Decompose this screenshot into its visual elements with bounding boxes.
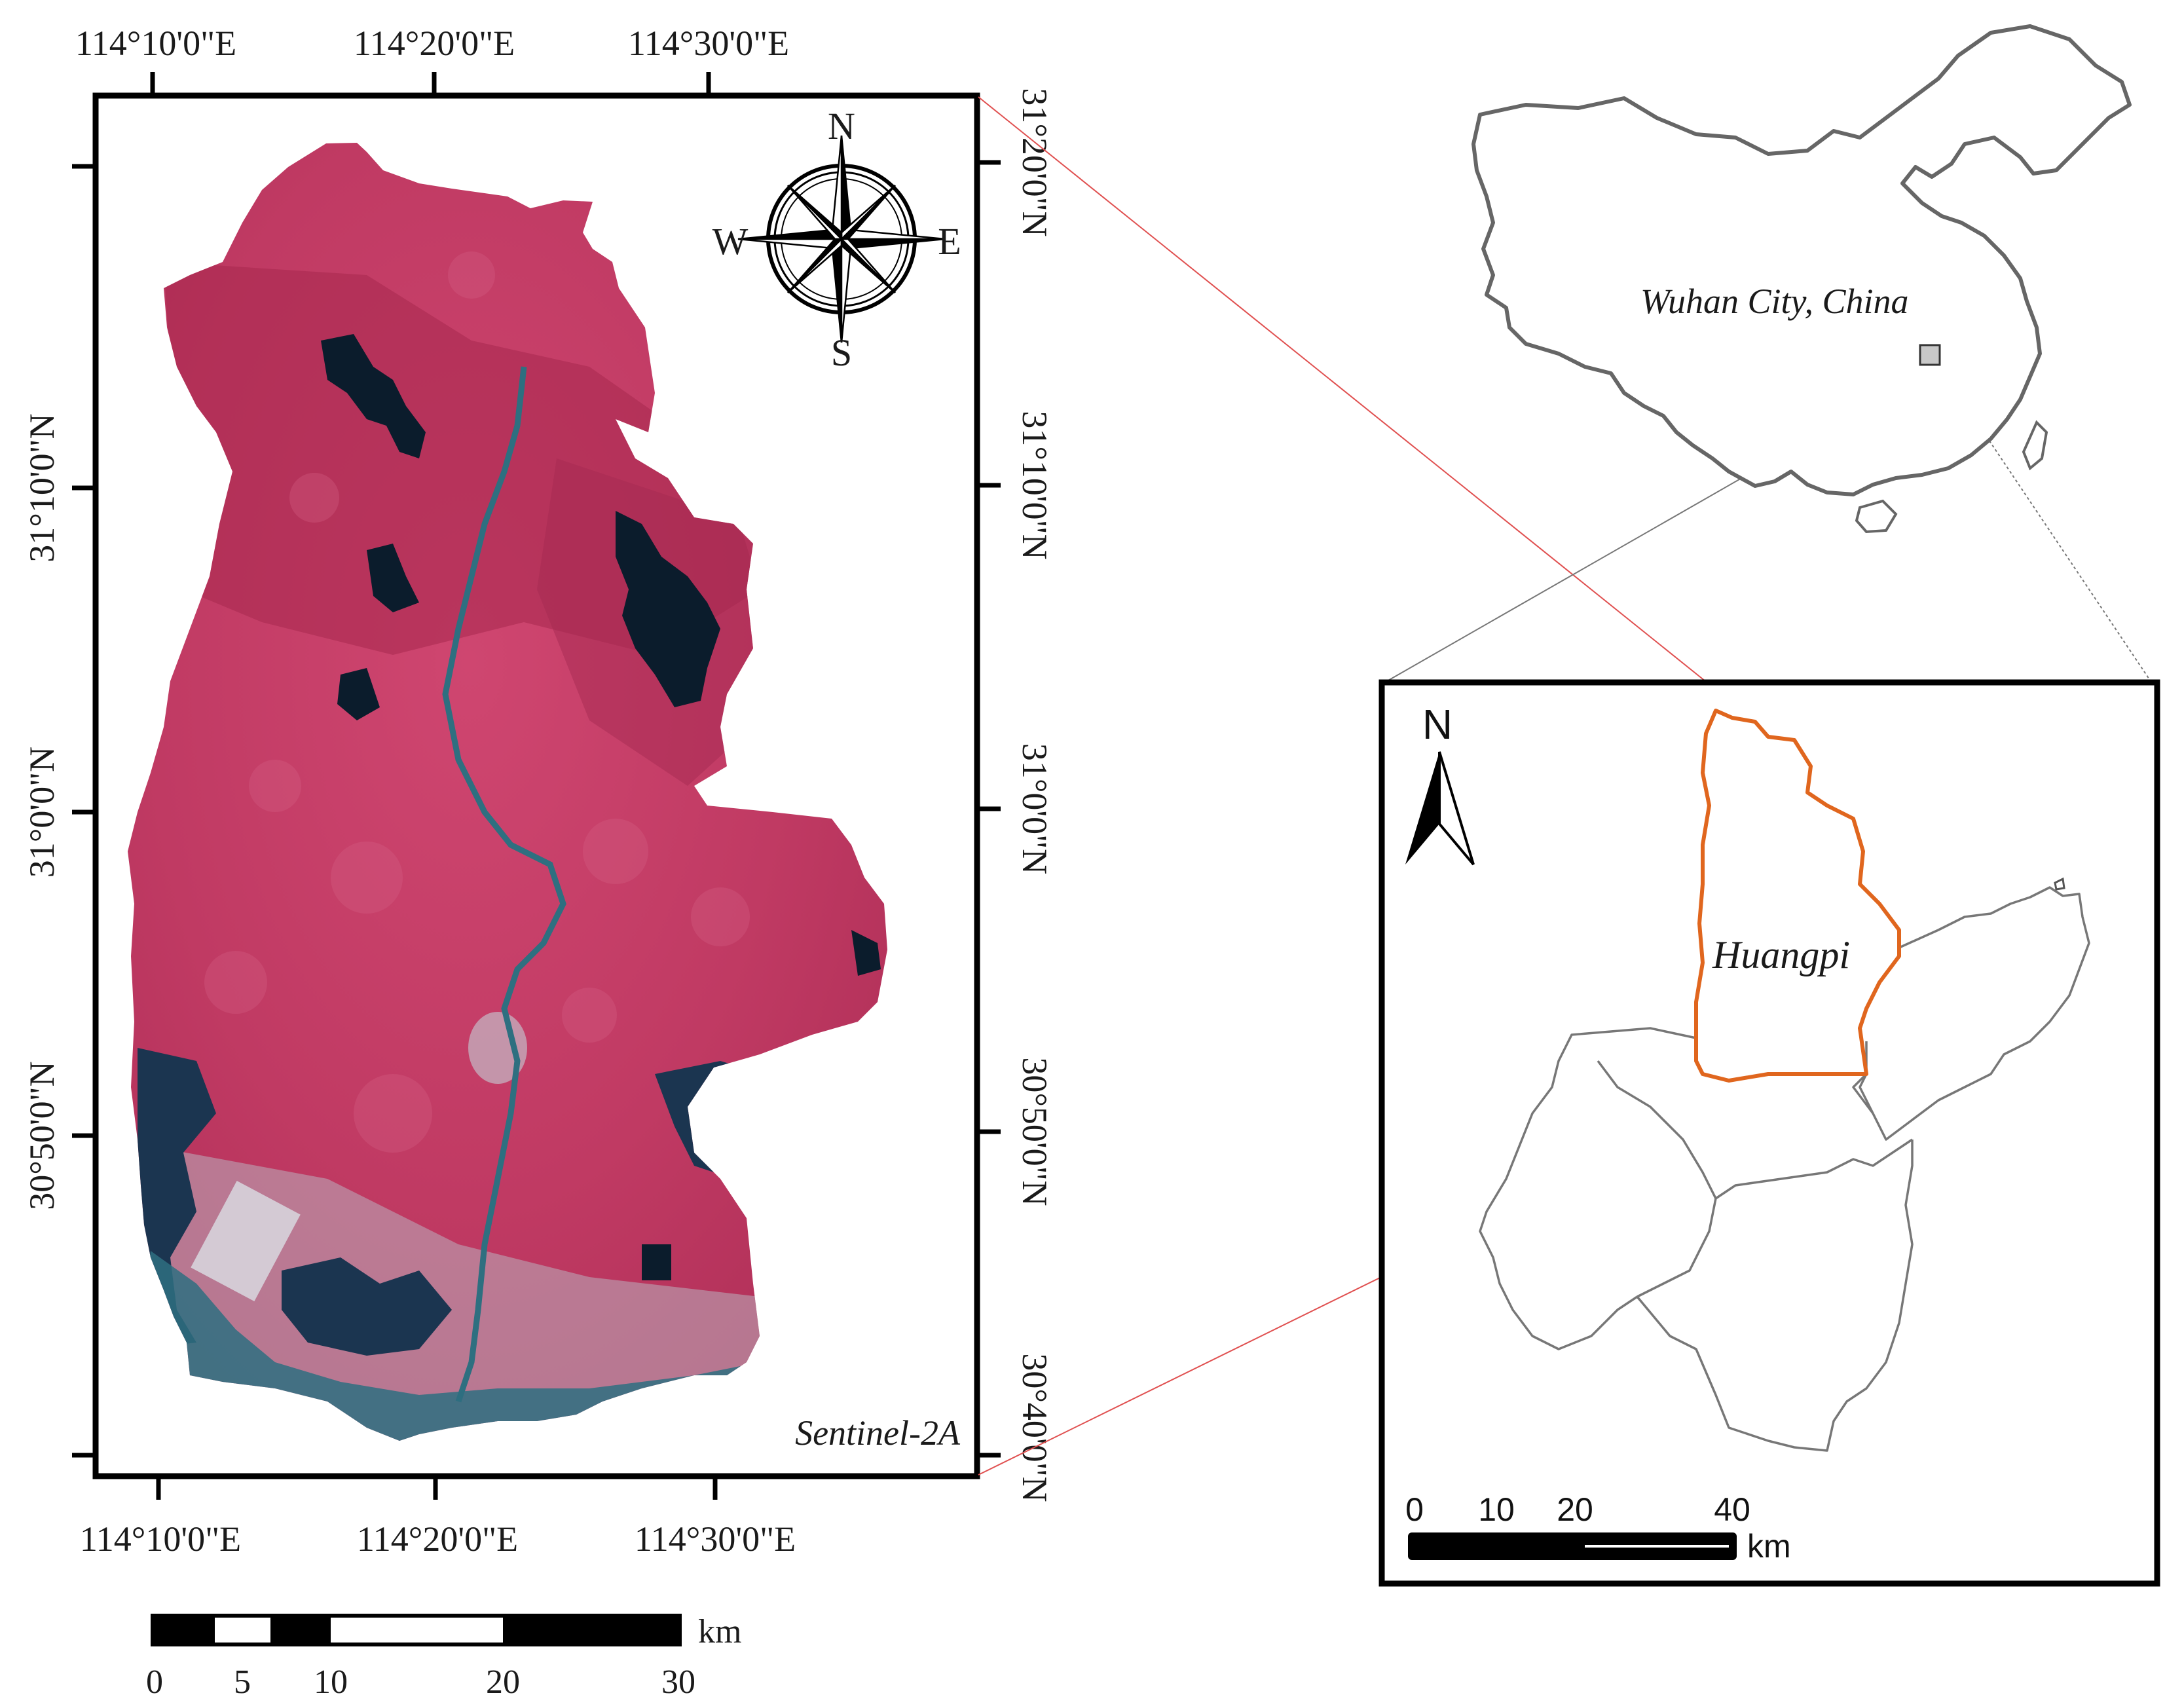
- compass-w-label: W: [712, 220, 749, 263]
- lat-label-right-2: 31°10'0"N: [1015, 411, 1054, 559]
- reservoir-east: [616, 511, 720, 707]
- compass-n-label: N: [828, 105, 855, 147]
- lat-label-left-3: 30°50'0"N: [22, 1061, 62, 1210]
- china-map: Wuhan City, China: [1471, 24, 2132, 534]
- north-arrow-icon: [1405, 751, 1475, 866]
- lat-label-left-2: 31°0'0"N: [22, 747, 62, 878]
- main-map: 114°10'0"E 114°20'0"E 114°30'0"E 114°10'…: [22, 24, 1054, 1559]
- district-center-south: [1637, 1198, 1717, 1298]
- scale-tick-20: 20: [486, 1663, 520, 1701]
- lat-label-right-1: 31°20'0"N: [1015, 88, 1054, 236]
- lon-label-top-2: 114°20'0"E: [354, 24, 515, 63]
- inset-north-label: N: [1422, 701, 1453, 748]
- inset-map-frame: [1379, 679, 2160, 1587]
- reservoir-small: [337, 668, 380, 720]
- scale-tick-30: 30: [661, 1663, 695, 1701]
- lat-label-right-5: 30°40'0"N: [1015, 1353, 1054, 1502]
- main-scale-bar: 0 5 10 20 30 km: [146, 1613, 741, 1701]
- compass-e-label: E: [938, 220, 961, 263]
- inset-scale-tick-10: 10: [1478, 1491, 1515, 1528]
- wuhan-districts: [1479, 886, 2090, 1452]
- scale-unit: km: [698, 1613, 741, 1650]
- lon-label-bottom-2: 114°20'0"E: [357, 1519, 518, 1559]
- china-outline: [1471, 24, 2132, 496]
- graticule-ticks: [72, 72, 1001, 1500]
- pond-southeast: [642, 1244, 671, 1280]
- lon-label-top-3: 114°30'0"E: [628, 24, 789, 63]
- scale-tick-10: 10: [314, 1663, 348, 1701]
- district-center-west: [1597, 1060, 1913, 1200]
- scale-tick-5: 5: [234, 1663, 251, 1701]
- eastern-islet: [2054, 877, 2065, 891]
- compass-rose-icon: [737, 135, 946, 343]
- lat-label-right-3: 31°0'0"N: [1015, 743, 1054, 874]
- connector-red-top: [978, 96, 1743, 711]
- china-location-label: Wuhan City, China: [1640, 282, 1909, 321]
- lon-label-top-1: 114°10'0"E: [75, 24, 236, 63]
- river: [442, 366, 566, 1403]
- inset-scale-bar: 0 10 20 40 km: [1405, 1491, 1791, 1565]
- airport: [191, 1180, 301, 1302]
- inset-map: N Huangpi 0 10 20 40 km: [1379, 679, 2160, 1587]
- wuhan-location-marker: [1919, 344, 1941, 366]
- huangpi-outline: [1694, 709, 1901, 1083]
- lake-south-center: [282, 1257, 452, 1356]
- taiwan-island: [2022, 420, 2048, 471]
- lon-label-bottom-3: 114°30'0"E: [635, 1519, 796, 1559]
- lat-label-left-1: 31°10'0"N: [22, 413, 62, 562]
- reservoir-southeast: [851, 930, 881, 976]
- lat-label-right-4: 30°50'0"N: [1015, 1057, 1054, 1206]
- scale-tick-0: 0: [146, 1663, 163, 1701]
- reservoir-north: [321, 334, 426, 458]
- district-south: [1636, 1140, 1914, 1452]
- district-center-east: [1852, 1041, 1874, 1115]
- inset-scale-tick-0: 0: [1405, 1491, 1424, 1528]
- compass-s-label: S: [831, 331, 852, 374]
- inset-scale-tick-40: 40: [1714, 1491, 1750, 1528]
- sensor-label: Sentinel-2A: [795, 1413, 961, 1453]
- huangpi-label: Huangpi: [1712, 933, 1850, 976]
- district-east: [1859, 886, 2090, 1141]
- reservoir-middle: [367, 544, 419, 612]
- inset-scale-unit: km: [1747, 1528, 1791, 1565]
- lon-label-bottom-1: 114°10'0"E: [80, 1519, 241, 1559]
- inset-scale-tick-20: 20: [1557, 1491, 1593, 1528]
- hainan-island: [1855, 499, 1898, 534]
- district-west: [1479, 1027, 1697, 1350]
- terrain-texture: [204, 251, 750, 1153]
